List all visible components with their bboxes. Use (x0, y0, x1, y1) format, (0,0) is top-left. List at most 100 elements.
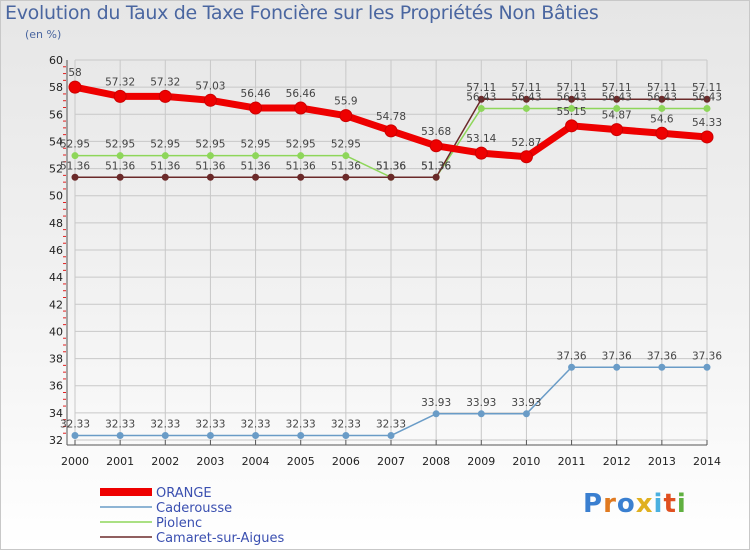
data-point-piolenc (206, 152, 214, 160)
data-point-camaret-sur-aigues (703, 95, 711, 103)
data-point-orange (429, 139, 443, 153)
data-label-piolenc: 56.43 (647, 91, 677, 103)
data-point-orange (249, 101, 263, 115)
proxiti-logo: Proxiti (583, 489, 687, 519)
logo-letter: i (676, 489, 687, 519)
y-tick-label: 36 (49, 380, 63, 393)
x-tick-label: 2010 (512, 455, 540, 468)
data-point-orange (655, 126, 669, 140)
data-label-piolenc: 52.95 (241, 139, 271, 151)
data-point-piolenc (116, 152, 124, 160)
y-tick-label: 54 (49, 135, 63, 148)
data-label-camaret-sur-aigues: 51.36 (241, 160, 271, 172)
data-point-camaret-sur-aigues (342, 173, 350, 181)
data-point-caderousse (522, 410, 530, 418)
legend-label: Camaret-sur-Aigues (156, 531, 284, 546)
data-point-piolenc (477, 104, 485, 112)
legend-label: Piolenc (156, 516, 202, 531)
data-label-caderousse: 33.93 (466, 397, 496, 409)
data-point-orange (158, 89, 172, 103)
data-point-piolenc (522, 104, 530, 112)
x-tick-label: 2005 (287, 455, 315, 468)
data-label-camaret-sur-aigues: 57.11 (466, 82, 496, 94)
data-label-piolenc: 52.95 (331, 139, 361, 151)
data-point-piolenc (342, 152, 350, 160)
logo-letter: P (583, 489, 604, 519)
data-point-caderousse (71, 432, 79, 440)
data-point-caderousse (613, 363, 621, 371)
data-point-camaret-sur-aigues (297, 173, 305, 181)
data-point-piolenc (161, 152, 169, 160)
data-label-orange: 54.87 (602, 110, 632, 122)
data-point-orange (68, 80, 82, 94)
y-tick-label: 56 (49, 108, 63, 121)
data-label-orange: 54.33 (692, 117, 722, 129)
data-label-caderousse: 37.36 (692, 350, 722, 362)
y-tick-label: 52 (49, 163, 63, 176)
data-label-caderousse: 37.36 (647, 350, 677, 362)
x-tick-label: 2013 (648, 455, 676, 468)
data-point-caderousse (432, 410, 440, 418)
data-label-caderousse: 32.33 (376, 419, 406, 431)
data-label-orange: 57.32 (150, 76, 180, 88)
data-point-camaret-sur-aigues (432, 173, 440, 181)
x-tick-label: 2000 (61, 455, 89, 468)
data-point-camaret-sur-aigues (522, 95, 530, 103)
data-label-piolenc: 56.43 (511, 91, 541, 103)
data-label-orange: 58 (68, 67, 81, 79)
data-point-caderousse (161, 432, 169, 440)
data-point-orange (610, 123, 624, 137)
data-label-orange: 56.46 (241, 88, 271, 100)
y-tick-label: 40 (49, 325, 63, 338)
y-tick-label: 34 (49, 407, 63, 420)
data-label-camaret-sur-aigues: 57.11 (511, 82, 541, 94)
legend-label: Caderousse (156, 501, 232, 516)
data-point-piolenc (252, 152, 260, 160)
data-label-piolenc: 52.95 (195, 139, 225, 151)
series-group (68, 80, 714, 440)
data-point-caderousse (297, 432, 305, 440)
data-point-camaret-sur-aigues (161, 173, 169, 181)
data-label-orange: 52.87 (511, 137, 541, 149)
y-tick-label: 44 (49, 271, 63, 284)
data-point-caderousse (252, 432, 260, 440)
data-label-camaret-sur-aigues: 51.36 (60, 160, 90, 172)
axes: 32 34 36 38 40 42 44 46 48 50 52 54 56 58 60 2000 2001 20… (49, 54, 721, 468)
data-label-orange: 54.6 (650, 113, 674, 125)
x-tick-label: 2004 (242, 455, 270, 468)
data-point-caderousse (342, 432, 350, 440)
data-point-piolenc (297, 152, 305, 160)
data-label-caderousse: 37.36 (557, 350, 587, 362)
logo-letter: o (616, 489, 636, 519)
data-point-orange (339, 109, 353, 123)
data-label-camaret-sur-aigues: 57.11 (557, 82, 587, 94)
data-point-orange (203, 93, 217, 107)
data-point-orange (700, 130, 714, 144)
data-label-piolenc: 56.43 (466, 91, 496, 103)
data-label-orange: 54.78 (376, 111, 406, 123)
data-point-caderousse (703, 363, 711, 371)
data-point-caderousse (477, 410, 485, 418)
data-point-orange (113, 89, 127, 103)
data-label-piolenc: 51.36 (421, 160, 451, 172)
data-label-orange: 57.03 (195, 80, 225, 92)
data-label-camaret-sur-aigues: 51.36 (286, 160, 316, 172)
x-tick-label: 2008 (422, 455, 450, 468)
data-label-piolenc: 56.43 (557, 91, 587, 103)
data-point-camaret-sur-aigues (252, 173, 260, 181)
data-label-caderousse: 32.33 (60, 419, 90, 431)
x-tick-label: 2003 (196, 455, 224, 468)
x-tick-label: 2002 (151, 455, 179, 468)
x-tick-label: 2001 (106, 455, 134, 468)
data-label-caderousse: 32.33 (241, 419, 271, 431)
data-label-camaret-sur-aigues: 51.36 (150, 160, 180, 172)
data-point-piolenc (613, 104, 621, 112)
data-point-camaret-sur-aigues (206, 173, 214, 181)
data-point-caderousse (206, 432, 214, 440)
x-tick-label: 2006 (332, 455, 360, 468)
data-label-orange: 55.15 (557, 106, 587, 118)
data-point-piolenc (703, 104, 711, 112)
x-tick-label: 2007 (377, 455, 405, 468)
y-tick-label: 46 (49, 244, 63, 257)
legend: ORANGECaderoussePiolencCamaret-sur-Aigue… (100, 486, 284, 546)
